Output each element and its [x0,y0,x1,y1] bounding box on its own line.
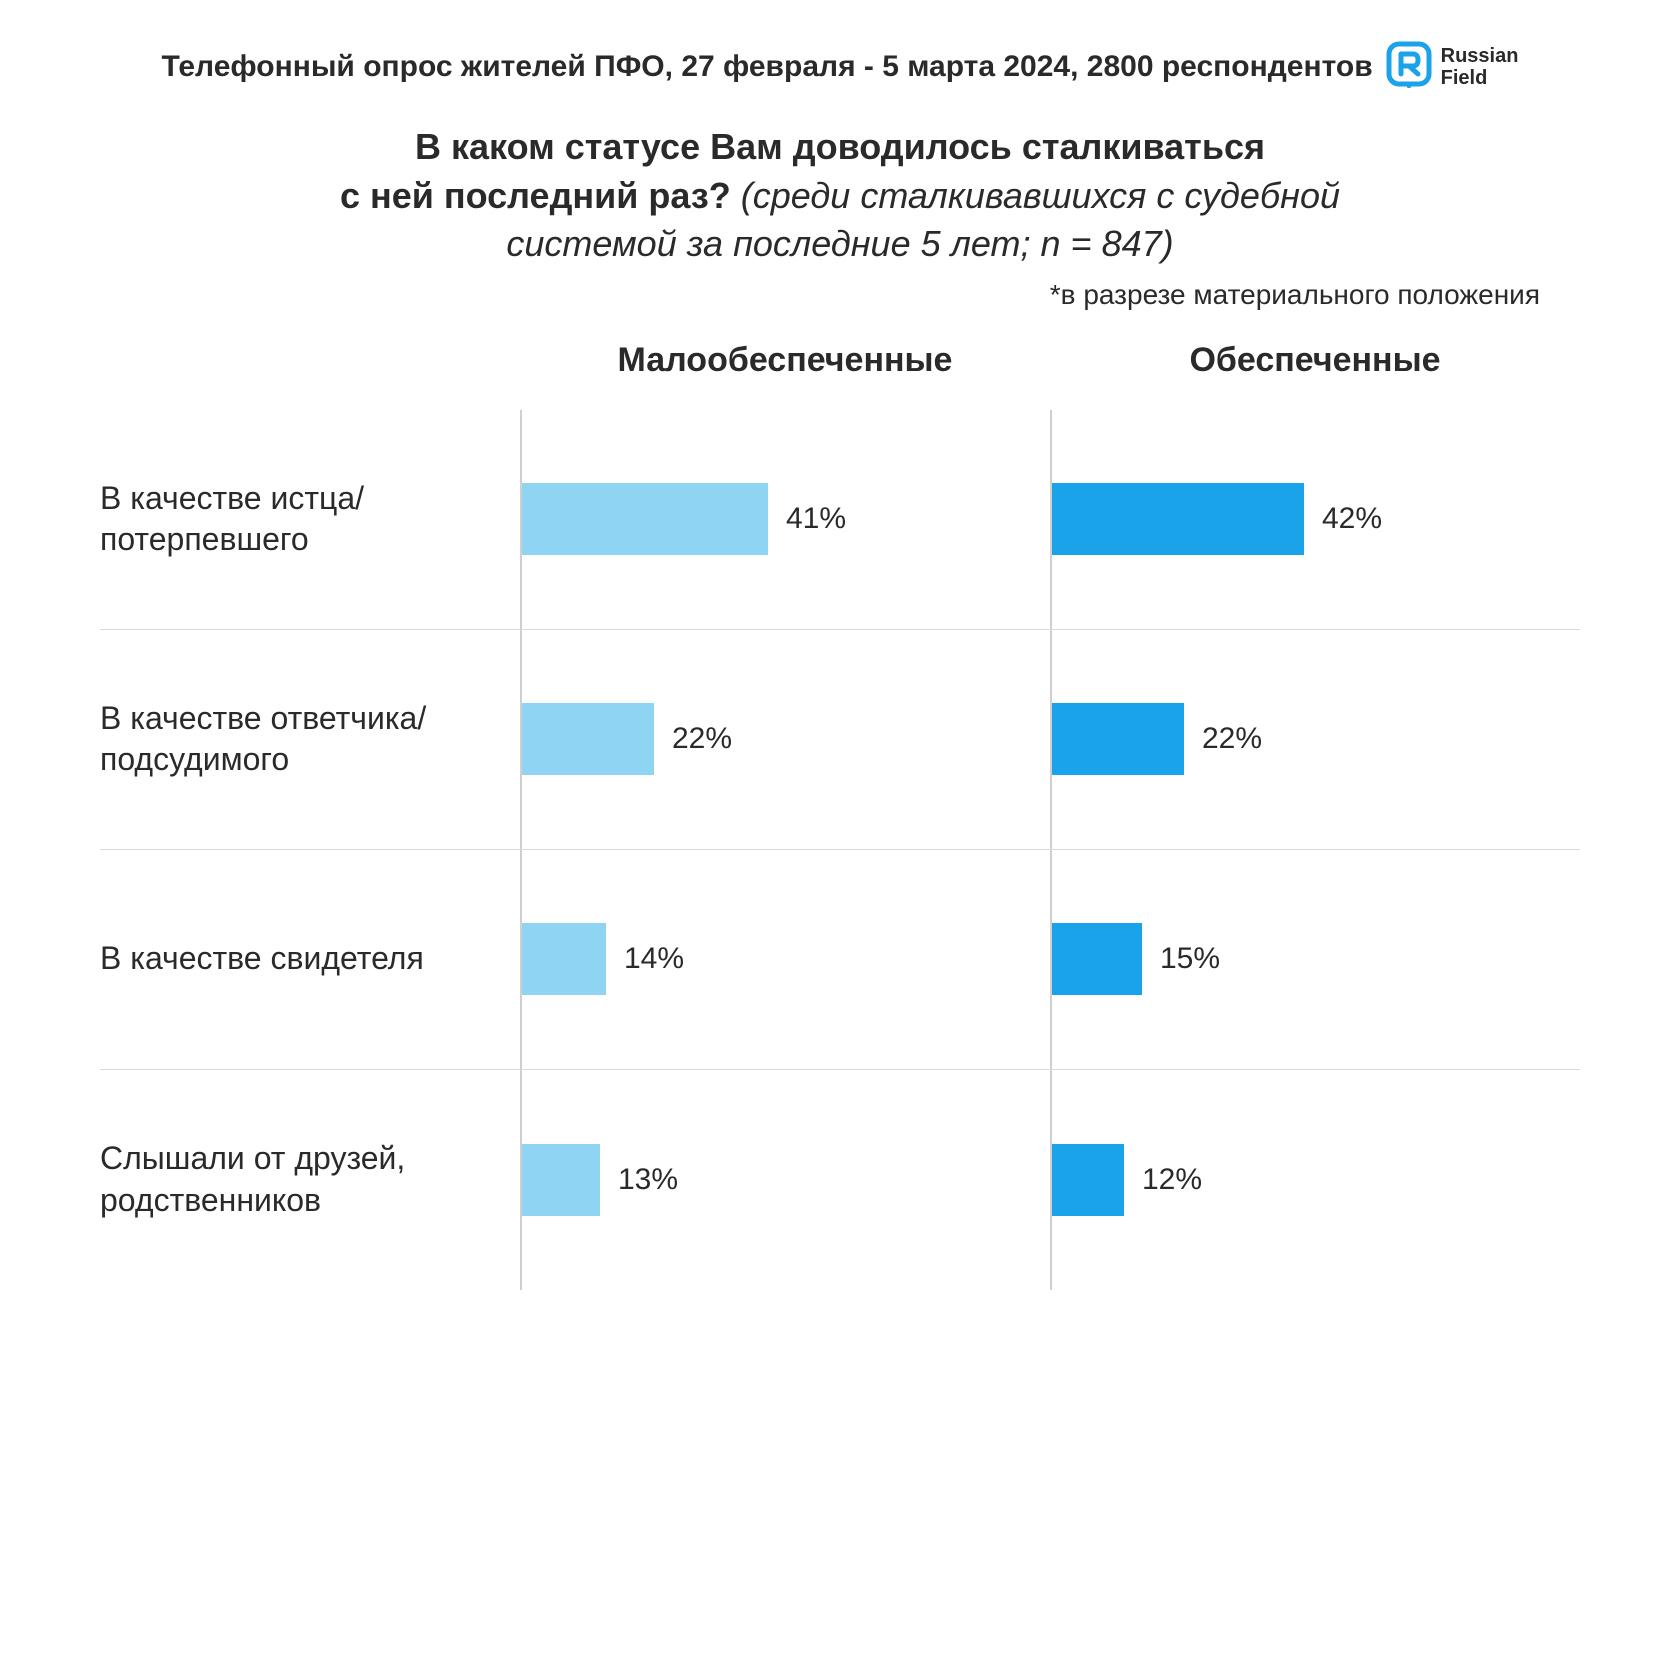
chart-title: В каком статусе Вам доводилось сталкиват… [290,123,1390,269]
logo-text: Russian Field [1441,45,1519,89]
chart-rows: В качестве истца/потерпевшего41%42%В кач… [100,410,1580,1290]
chart-cell: 14% [520,850,1050,1069]
logo: Russian Field [1385,40,1519,93]
bar [522,923,606,995]
survey-info: Телефонный опрос жителей ПФО, 27 февраля… [162,50,1373,84]
row-label: В качестве свидетеля [100,938,520,980]
chart-cell: 22% [1050,630,1580,849]
chart-row: В качестве истца/потерпевшего 41% 42% [100,410,1580,630]
bar [1052,923,1142,995]
bar-value: 41% [786,502,846,536]
bar [1052,703,1184,775]
bar-value: 22% [672,722,732,756]
bar-value: 12% [1142,1163,1202,1197]
logo-icon [1385,40,1433,93]
row-label: В качестве ответчика/ подсудимого [100,698,520,781]
chart-cell: 22% [520,630,1050,849]
bar-value: 13% [618,1163,678,1197]
chart-cell: 12% [1050,1070,1580,1290]
logo-line2: Field [1441,67,1519,89]
bar-value: 14% [624,942,684,976]
bar-value: 22% [1202,722,1262,756]
chart-row: Слышали от друзей, родственников 13% 12% [100,1070,1580,1290]
footnote: *в разрезе материального положения [60,279,1540,311]
bar-chart: Малообеспеченные Обеспеченные В качестве… [100,341,1580,1290]
bar [522,703,654,775]
bar-value: 42% [1322,502,1382,536]
chart-row: В качестве свидетеля 14% 15% [100,850,1580,1070]
bar [1052,483,1304,555]
logo-line1: Russian [1441,45,1519,67]
bar [1052,1144,1124,1216]
chart-cell: 15% [1050,850,1580,1069]
chart-cell: 13% [520,1070,1050,1290]
header: Телефонный опрос жителей ПФО, 27 февраля… [60,40,1620,93]
chart-cell: 41% [520,410,1050,629]
bar-value: 15% [1160,942,1220,976]
bar [522,483,768,555]
chart-cell: 42% [1050,410,1580,629]
column-header-1: Малообеспеченные [520,341,1050,380]
column-headers: Малообеспеченные Обеспеченные [100,341,1580,380]
bar [522,1144,600,1216]
row-label: В качестве истца/потерпевшего [100,478,520,561]
chart-row: В качестве ответчика/ подсудимого 22% 22% [100,630,1580,850]
title-line2: с ней последний раз? (среди сталкивавших… [290,172,1390,269]
row-label: Слышали от друзей, родственников [100,1138,520,1221]
title-line1: В каком статусе Вам доводилось сталкиват… [290,123,1390,172]
column-header-2: Обеспеченные [1050,341,1580,380]
title-line2-plain: с ней последний раз? [340,175,741,216]
